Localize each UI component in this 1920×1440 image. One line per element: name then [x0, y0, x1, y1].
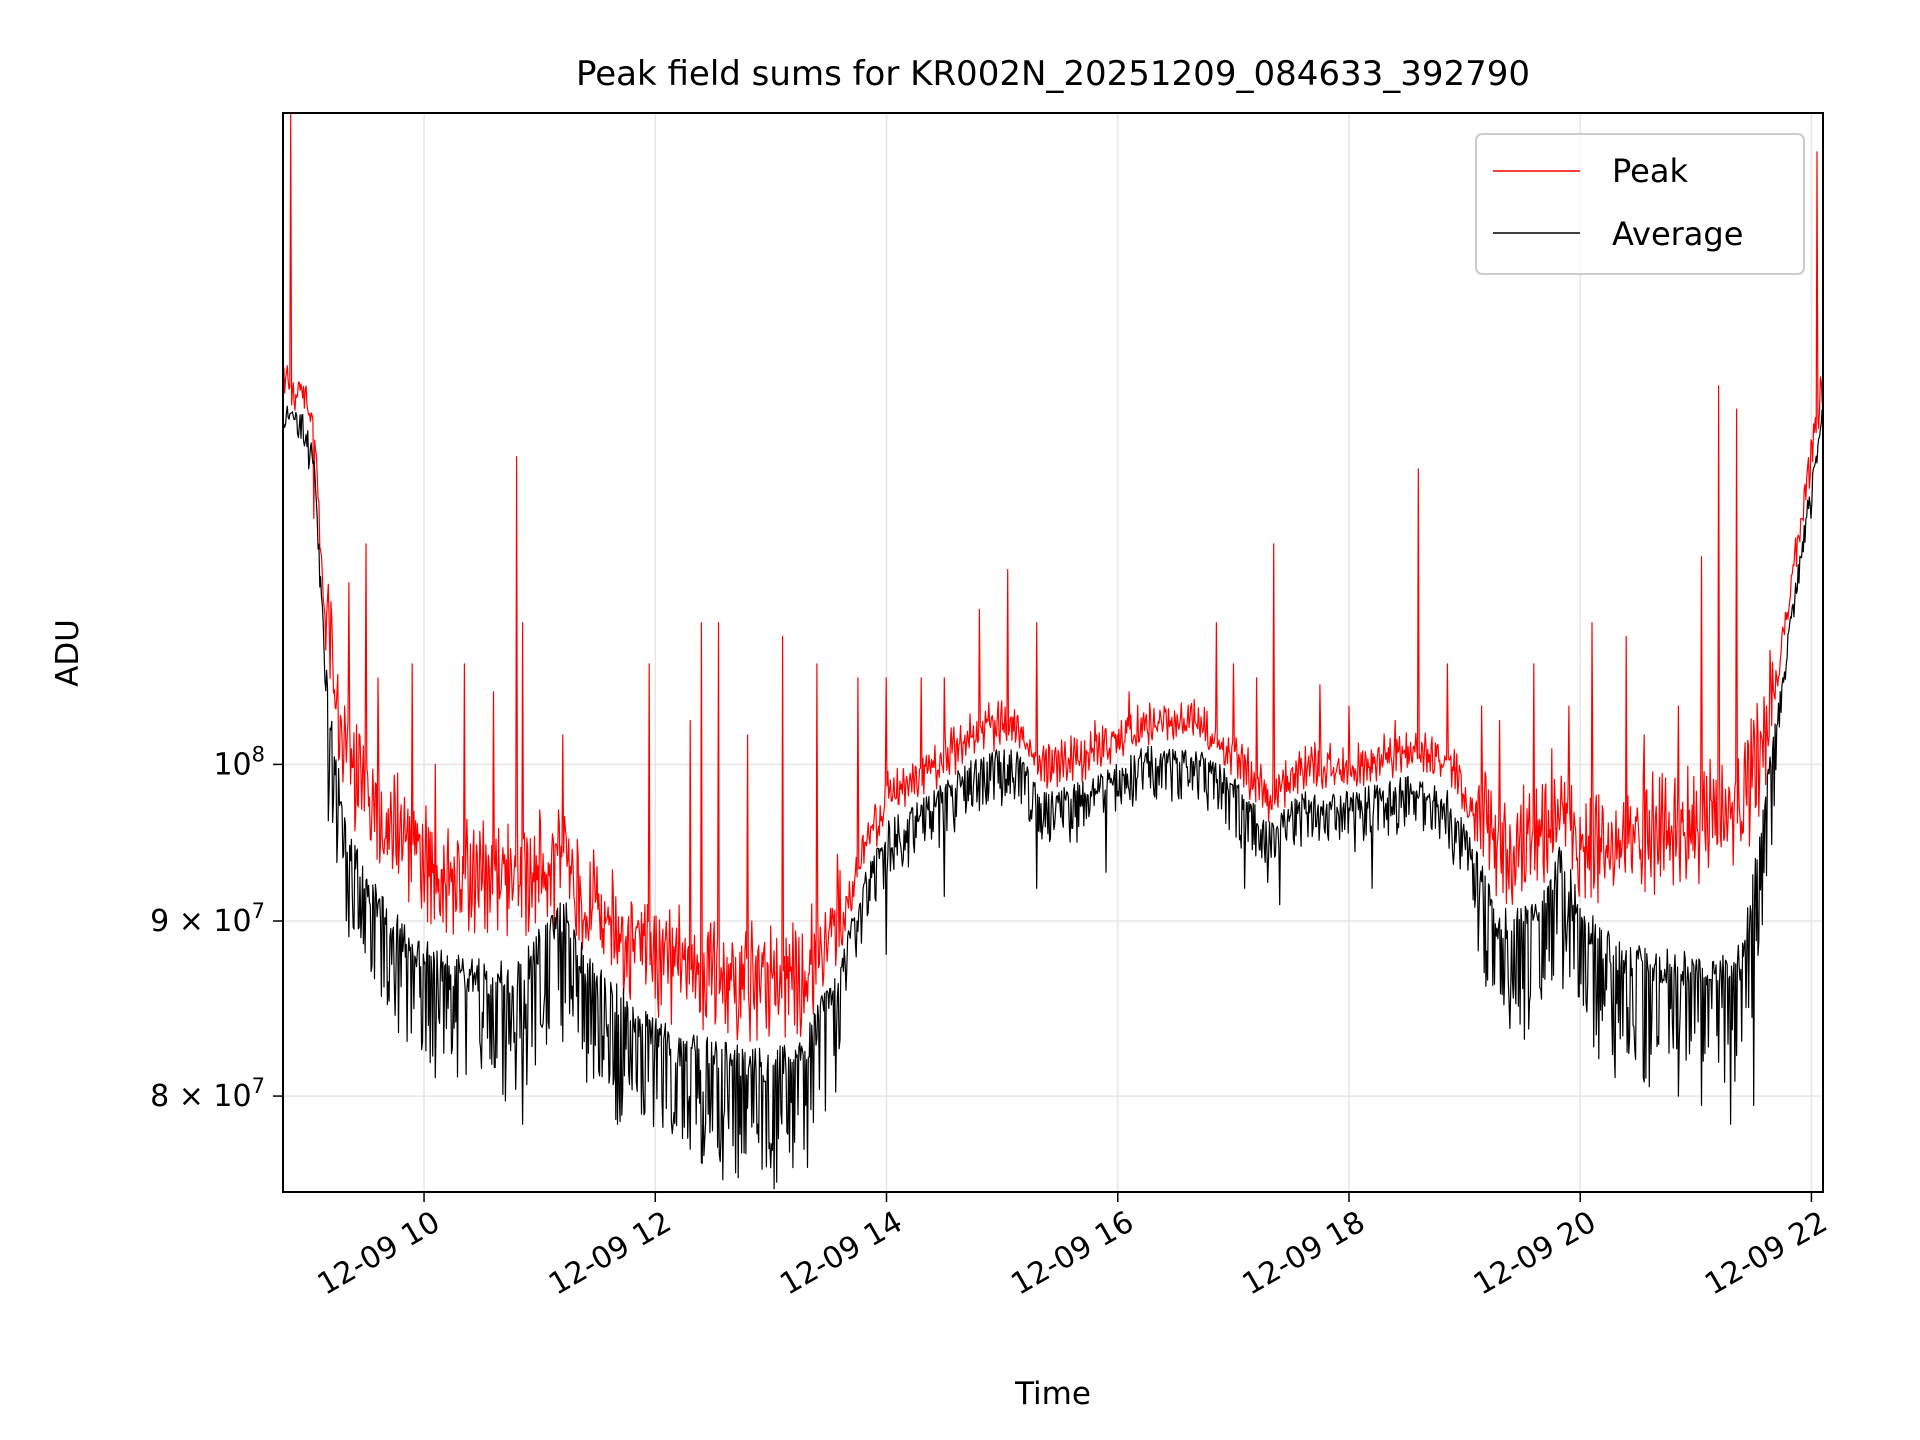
chart-title: Peak field sums for KR002N_20251209_0846… [576, 54, 1530, 94]
legend-peak-label: Peak [1612, 152, 1688, 190]
x-axis-label: Time [1014, 1376, 1091, 1412]
legend-box [1475, 133, 1805, 275]
peak-series-line [283, 113, 1823, 1042]
legend-average-label: Average [1612, 215, 1743, 253]
plot-frame [282, 112, 1824, 1193]
average-series [283, 405, 1823, 1190]
peak-series [283, 113, 1823, 1042]
y-tick-label: 9 × 107 [150, 899, 265, 939]
legend[interactable]: Peak Average [1475, 133, 1805, 275]
y-axis-label: ADU [50, 619, 86, 687]
average-series-line [283, 405, 1823, 1190]
y-tick-label: 8 × 107 [150, 1074, 265, 1114]
